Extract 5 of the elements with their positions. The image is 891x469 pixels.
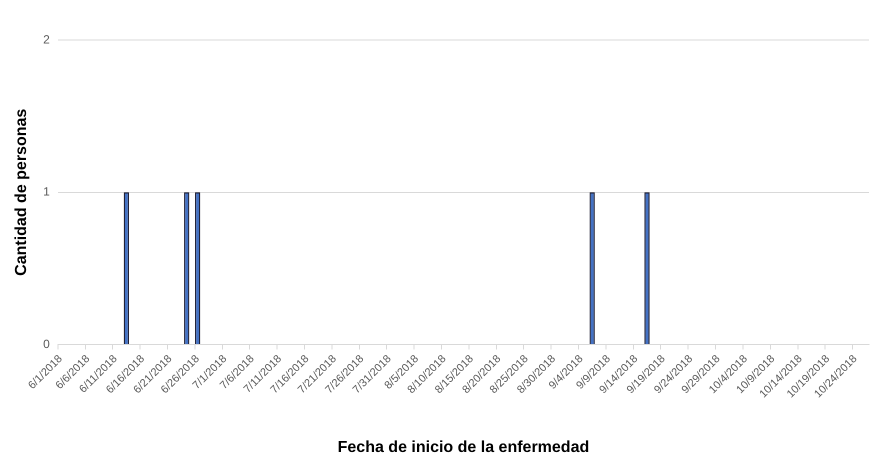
y-tick-label: 2 xyxy=(43,32,50,46)
y-tick-label: 0 xyxy=(43,336,50,351)
y-axis-title: Cantidad de personas xyxy=(13,108,30,276)
x-axis-title: Fecha de inicio de la enfermedad xyxy=(338,438,590,456)
y-tick-label: 1 xyxy=(43,184,50,199)
